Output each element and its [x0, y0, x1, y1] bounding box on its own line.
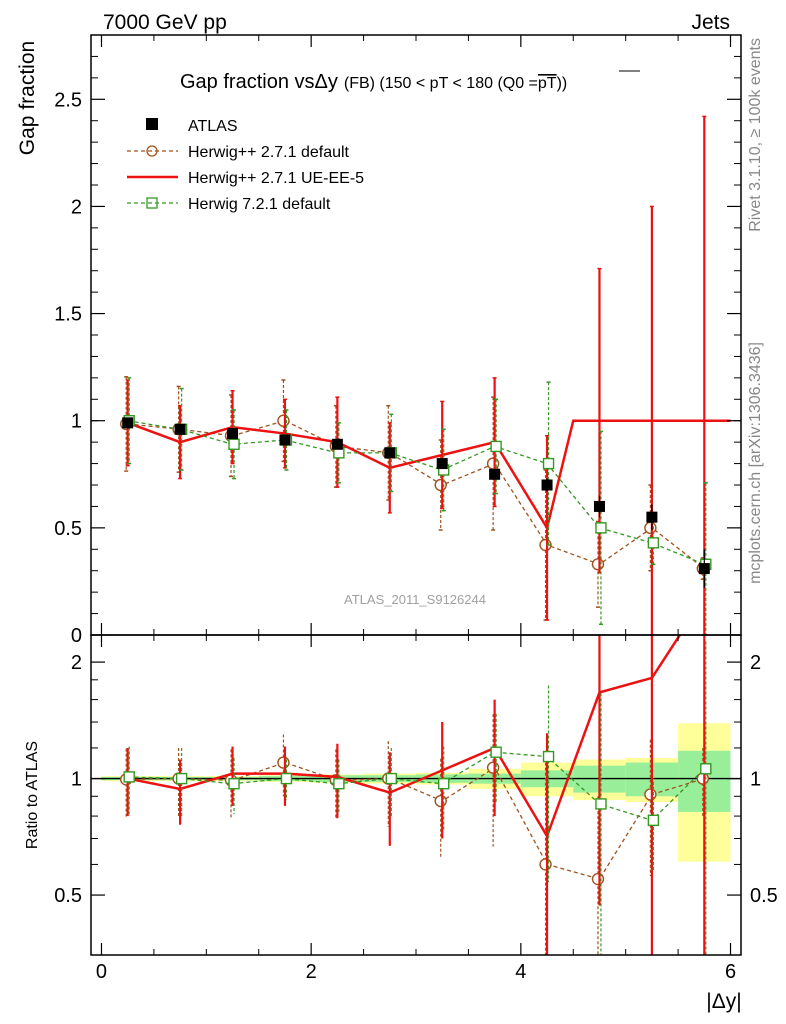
series-0-main-point-3 [277, 414, 290, 427]
series-0-ratio-point-10 [644, 788, 657, 801]
chart-title: Gap fraction vsΔy (FB) (150 < pT < 180 (Q… [180, 71, 567, 93]
rivet-version-label: Rivet 3.1.10, ≥ 100k events [747, 38, 764, 232]
ratio-plot-frame [90, 634, 742, 956]
y-tick-label-0: 0 [71, 625, 82, 647]
ratio-tick-label-left-0: 0.5 [54, 885, 82, 907]
series-2-ratio-point-11 [700, 763, 712, 775]
x-tick-label-0: 0 [96, 961, 107, 983]
y-tick-label-5: 2.5 [54, 89, 82, 111]
series-2-ratio-line [127, 751, 705, 822]
process-label: Jets [691, 11, 730, 34]
series-0-ratio-point-6 [434, 794, 447, 808]
analysis-watermark: ATLAS_2011_S9126244 [344, 592, 486, 607]
y-tick-label-4: 2 [71, 196, 82, 218]
chart-title-main: Gap fraction vsΔy [180, 71, 338, 93]
x-tick-label-3: 6 [725, 961, 736, 983]
atlas-point-4 [331, 438, 343, 450]
y-tick-label-2: 1 [71, 411, 82, 433]
atlas-point-11 [698, 563, 710, 575]
collision-energy-label: 7000 GeV pp [103, 11, 227, 34]
legend-herwigpp-default-label: Herwig++ 2.7.1 default [188, 144, 350, 161]
series-2-main-point-8 [542, 457, 555, 470]
series-0-main-point-7 [486, 457, 500, 470]
series-0-ratio-point-9 [591, 872, 605, 886]
ratio-tick-label-left-2: 2 [71, 652, 82, 674]
atlas-point-8 [541, 479, 553, 491]
series-2-ratio-point-0 [123, 771, 135, 783]
legend-herwig7-label: Herwig 7.2.1 default [188, 196, 331, 213]
series-2-ratio-point-10 [647, 814, 660, 827]
series-2-ratio-point-8 [542, 750, 555, 763]
series-2-ratio-point-7 [490, 746, 502, 758]
atlas-point-3 [279, 434, 291, 446]
series-0-ratio-point-11 [696, 772, 710, 785]
ratio-tick-label-left-1: 1 [71, 769, 82, 791]
ratio-y-axis-label: Ratio to ATLAS [24, 741, 41, 849]
x-tick-label-2: 4 [515, 961, 526, 983]
series-2-ratio-point-1 [175, 772, 188, 785]
y-axis-label: Gap fraction [16, 41, 39, 155]
series-2-main-point-10 [647, 537, 660, 549]
series-0-main-point-6 [434, 478, 447, 492]
y-tick-label-3: 1.5 [54, 304, 82, 326]
series-2-main-point-7 [490, 440, 502, 453]
series-0-ratio-point-7 [486, 761, 500, 774]
series-2-main-point-2 [228, 438, 240, 450]
chart-title-close: )) [557, 75, 568, 92]
ratio-tick-label-right-1: 1 [750, 769, 761, 791]
ratio-tick-label-right-2: 2 [750, 652, 761, 674]
chart-title-sub: (FB) (150 < pT < 180 (Q0 = [344, 75, 538, 92]
x-axis-label: |Δy| [706, 990, 741, 1013]
atlas-data-layer [122, 417, 710, 588]
atlas-point-6 [436, 458, 448, 470]
series-0-main-line [127, 420, 705, 570]
legend-atlas-label: ATLAS [188, 118, 238, 135]
series-2-ratio-point-2 [228, 777, 240, 790]
series-0-ratio-point-3 [277, 756, 290, 769]
legend-herwigpp-ueee5-label: Herwig++ 2.7.1 UE-EE-5 [188, 170, 364, 187]
mcplots-source-label: mcplots.cern.ch [arXiv:1306.3436] [747, 342, 764, 584]
atlas-point-9 [593, 500, 605, 512]
atlas-point-5 [384, 447, 396, 459]
ratio-uncertainty-bands [91, 723, 741, 862]
y-tick-label-1: 0.5 [54, 518, 82, 540]
legend-herwig7-marker [146, 197, 158, 209]
atlas-point-1 [174, 423, 186, 435]
series-0-ratio-line [127, 761, 705, 880]
series-2-ratio-point-4 [333, 777, 345, 790]
series-layer [119, 115, 731, 955]
x-tick-label-1: 2 [306, 961, 317, 983]
series-0-main-point-10 [644, 521, 657, 535]
series-2-ratio-point-5 [385, 772, 397, 785]
series-2-main-point-9 [595, 522, 607, 534]
series-2-ratio-point-9 [595, 798, 607, 810]
legend-herwigpp-default-marker [146, 145, 158, 157]
ratio-tick-label-right-0: 0.5 [750, 885, 778, 907]
series-0-ratio-point-8 [539, 858, 552, 871]
series-2-ratio-point-6 [438, 777, 450, 790]
series-2-ratio-point-3 [280, 772, 293, 785]
atlas-point-2 [227, 428, 239, 440]
legend-atlas-marker [146, 118, 158, 130]
atlas-point-10 [646, 511, 658, 523]
atlas-point-0 [122, 417, 134, 429]
chart-title-overline: pT [538, 75, 557, 92]
series-0-main-point-9 [591, 558, 605, 571]
legend: ATLAS Herwig++ 2.7.1 default Herwig++ 2.… [127, 118, 364, 213]
series-2-main-line [127, 420, 705, 565]
atlas-point-7 [489, 468, 501, 480]
axis-ticks-layer: 0 2 4 6 0 0.5 1 1.5 2 2.5 0.5 0.5 1 1 2 2 [54, 35, 778, 983]
series-1-main-line [127, 419, 731, 532]
